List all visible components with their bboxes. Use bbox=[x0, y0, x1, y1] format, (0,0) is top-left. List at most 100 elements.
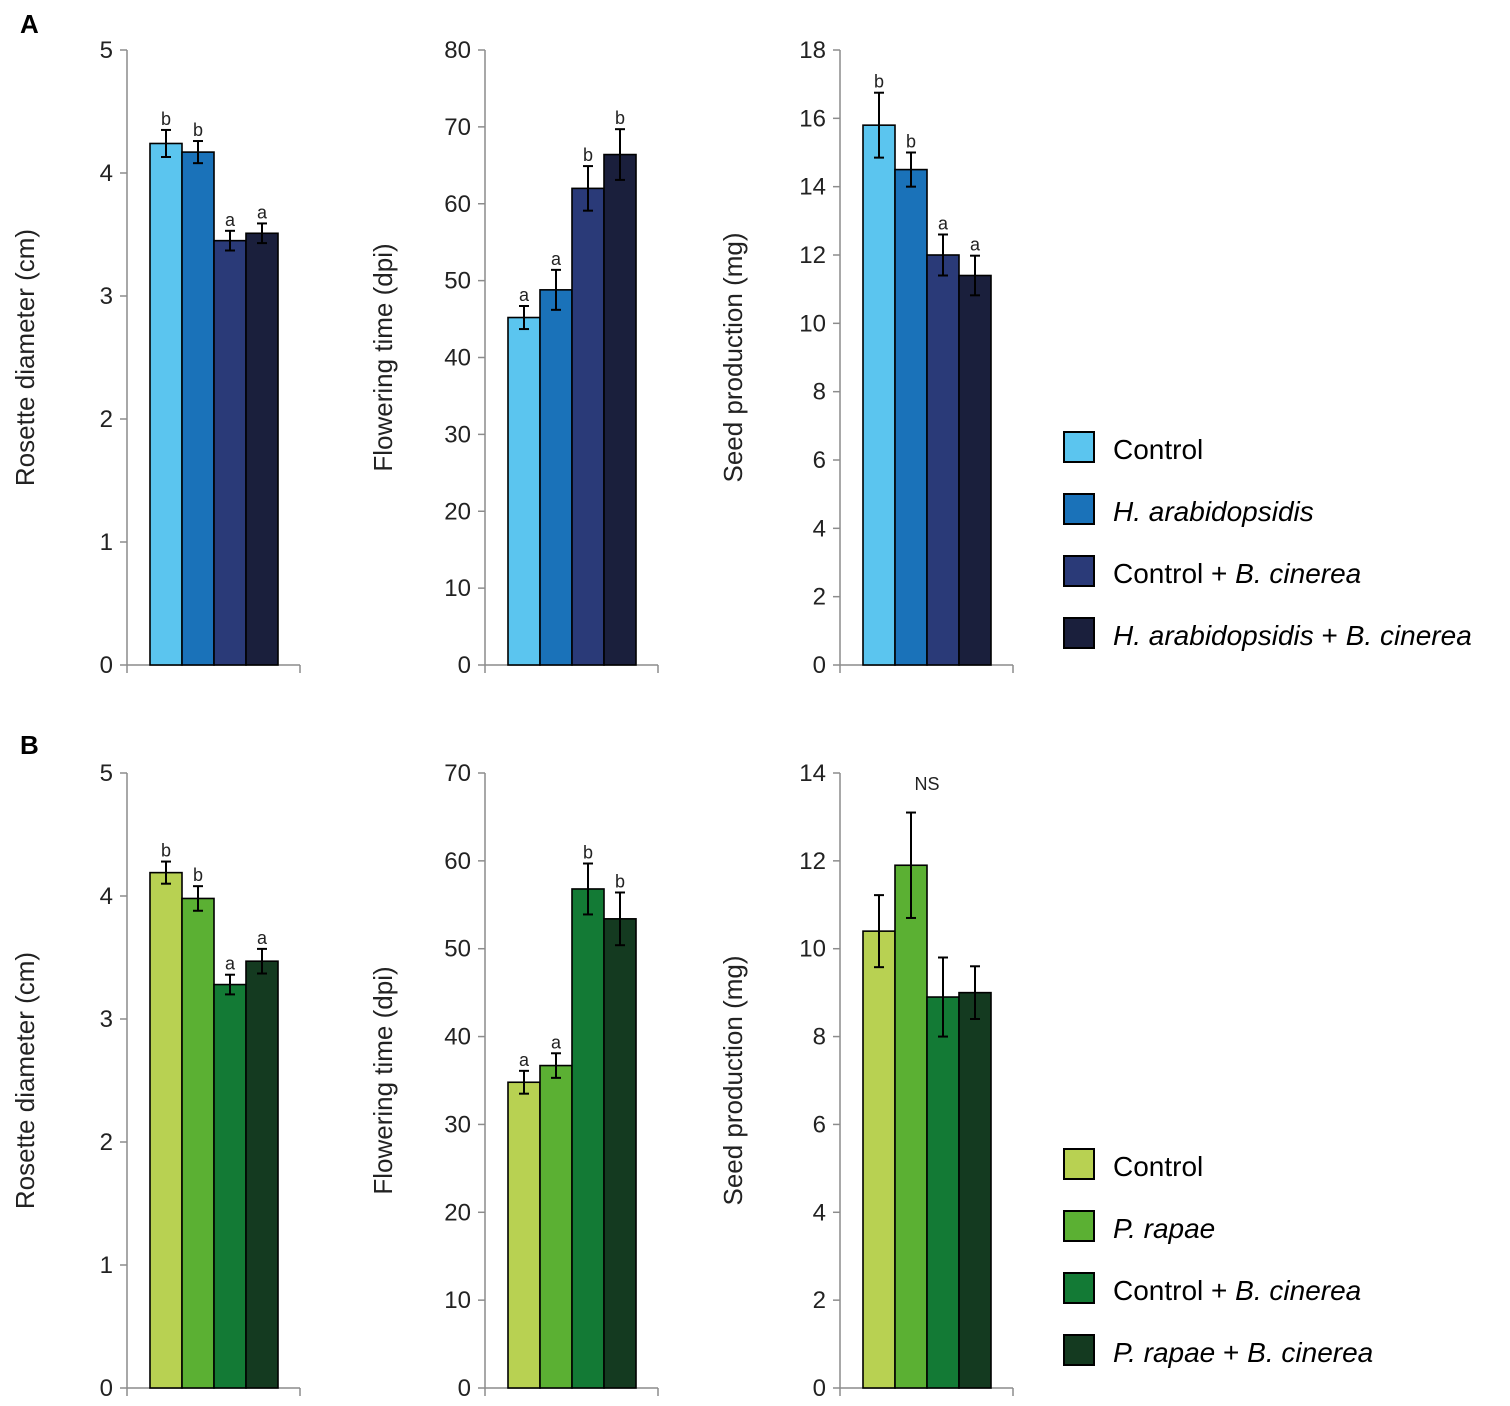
legend-label: Control + B. cinerea bbox=[1113, 558, 1361, 589]
significance-label: a bbox=[970, 235, 981, 255]
chart-b1: 0 1 2 3 4 5 Rosette diameter (cm) b b a a bbox=[10, 760, 301, 1402]
significance-label: b bbox=[161, 841, 171, 861]
y-tick-label: 50 bbox=[444, 268, 471, 295]
significance-label: b bbox=[874, 72, 884, 92]
legend-a: Control H. arabidopsidis Control + B. cine… bbox=[1063, 431, 1472, 651]
legend-item: H. arabidopsidis bbox=[1063, 493, 1314, 527]
y-tick-label: 50 bbox=[444, 936, 471, 963]
y-axis-label: Rosette diameter (cm) bbox=[10, 229, 40, 486]
legend-item: P. rapae + B. cinerea bbox=[1063, 1334, 1373, 1368]
error-bar bbox=[615, 891, 625, 947]
bar-2 bbox=[894, 864, 928, 1389]
bar-4 bbox=[958, 274, 992, 666]
y-tick-label: 0 bbox=[813, 1375, 826, 1402]
panel-label-a: A bbox=[20, 9, 39, 39]
significance-label: a bbox=[519, 1050, 530, 1070]
error-bar bbox=[161, 128, 171, 159]
y-tick-label: 0 bbox=[100, 652, 113, 679]
panel-label-b: B bbox=[20, 730, 39, 760]
y-axis-label: Flowering time (dpi) bbox=[368, 966, 398, 1194]
error-bar bbox=[519, 304, 529, 331]
y-tick-label: 60 bbox=[444, 848, 471, 875]
legend-item: Control + B. cinerea bbox=[1063, 1272, 1361, 1306]
bar-3 bbox=[213, 239, 247, 666]
bar-4 bbox=[245, 232, 279, 666]
significance-label: a bbox=[257, 202, 268, 222]
bar-4 bbox=[958, 991, 992, 1389]
significance-label: b bbox=[583, 842, 593, 862]
y-tick-label: 0 bbox=[813, 652, 826, 679]
bar-1 bbox=[149, 871, 183, 1389]
bar-4 bbox=[603, 153, 637, 666]
bar-3 bbox=[926, 254, 960, 666]
y-tick-label: 3 bbox=[100, 283, 113, 310]
y-tick-label: 40 bbox=[444, 1024, 471, 1051]
bar-3 bbox=[571, 888, 605, 1389]
y-tick-label: 14 bbox=[799, 174, 826, 201]
legend-label: H. arabidopsidis + B. cinerea bbox=[1113, 620, 1472, 651]
bar-4 bbox=[603, 918, 637, 1389]
y-tick-label: 60 bbox=[444, 191, 471, 218]
significance-label: a bbox=[225, 954, 236, 974]
significance-label: b bbox=[193, 865, 203, 885]
error-bar bbox=[874, 91, 884, 159]
y-tick-label: 2 bbox=[100, 1129, 113, 1156]
y-tick-label: 3 bbox=[100, 1006, 113, 1033]
error-bar bbox=[583, 165, 593, 212]
legend-swatch bbox=[1063, 1210, 1095, 1242]
significance-label: a bbox=[519, 285, 530, 305]
chart-b3: 0 2 4 6 8 10 12 14 Seed production (mg) NS bbox=[718, 760, 1014, 1402]
bar-2 bbox=[894, 168, 928, 666]
error-bar bbox=[551, 268, 561, 311]
legend-swatch bbox=[1063, 1334, 1095, 1366]
error-bar bbox=[938, 233, 948, 277]
error-bar bbox=[257, 222, 267, 245]
legend-item: H. arabidopsidis + B. cinerea bbox=[1063, 617, 1472, 651]
y-tick-label: 20 bbox=[444, 1199, 471, 1226]
legend-swatch bbox=[1063, 555, 1095, 587]
y-tick-label: 4 bbox=[813, 515, 826, 542]
y-axis-label: Seed production (mg) bbox=[718, 232, 748, 482]
y-tick-label: 0 bbox=[100, 1375, 113, 1402]
error-bar bbox=[583, 862, 593, 916]
error-bar bbox=[970, 254, 980, 297]
y-tick-label: 5 bbox=[100, 760, 113, 787]
y-axis-label: Flowering time (dpi) bbox=[368, 243, 398, 471]
bar-2 bbox=[181, 151, 215, 666]
y-tick-label: 40 bbox=[444, 345, 471, 372]
error-bar bbox=[161, 860, 171, 885]
error-bar bbox=[551, 1052, 561, 1079]
significance-label: b bbox=[161, 109, 171, 129]
chart-a1: 0 1 2 3 4 5 Rosette diameter (cm) b b a a bbox=[10, 37, 301, 679]
significance-label: a bbox=[225, 210, 236, 230]
error-bar bbox=[874, 894, 884, 969]
error-bar bbox=[225, 973, 235, 996]
significance-label: b bbox=[583, 145, 593, 165]
chart-b2: 0 10 20 30 40 50 60 70 Flowering time (dpi) a a b b bbox=[368, 760, 659, 1402]
y-tick-label: 10 bbox=[799, 936, 826, 963]
significance-label: a bbox=[551, 1032, 562, 1052]
y-tick-label: 12 bbox=[799, 242, 826, 269]
y-tick-label: 1 bbox=[100, 1252, 113, 1279]
error-bar bbox=[970, 965, 980, 1020]
bar-2 bbox=[181, 897, 215, 1389]
bar-1 bbox=[507, 316, 541, 666]
bar-1 bbox=[507, 1081, 541, 1389]
y-tick-label: 18 bbox=[799, 37, 826, 64]
error-bar bbox=[225, 229, 235, 252]
chart-a3: 0 2 4 6 8 10 12 14 16 18 Seed production (mg) b b a a bbox=[718, 37, 1014, 679]
bar-3 bbox=[926, 996, 960, 1389]
y-tick-label: 0 bbox=[458, 1375, 471, 1402]
legend-item: Control bbox=[1063, 1148, 1203, 1182]
y-tick-label: 14 bbox=[799, 760, 826, 787]
significance-label: b bbox=[193, 120, 203, 140]
error-bar bbox=[193, 885, 203, 912]
y-tick-label: 70 bbox=[444, 114, 471, 141]
legend-item: Control bbox=[1063, 431, 1203, 465]
bar-3 bbox=[571, 187, 605, 666]
significance-label: b bbox=[906, 132, 916, 152]
y-tick-label: 0 bbox=[458, 652, 471, 679]
y-tick-label: 70 bbox=[444, 760, 471, 787]
y-tick-label: 8 bbox=[813, 1024, 826, 1051]
